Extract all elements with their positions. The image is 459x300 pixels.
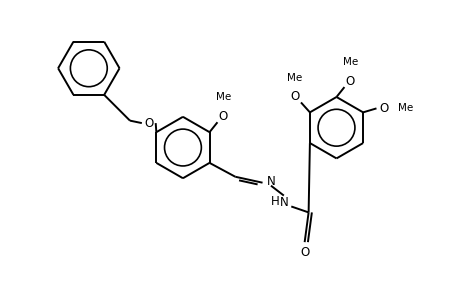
Text: Me: Me — [397, 103, 413, 113]
Text: O: O — [218, 110, 228, 123]
Text: O: O — [290, 90, 299, 103]
Text: O: O — [144, 117, 153, 130]
Text: O: O — [299, 245, 308, 259]
Text: N: N — [266, 175, 275, 188]
Text: H: H — [270, 195, 279, 208]
Text: Me: Me — [215, 92, 230, 103]
Text: O: O — [379, 102, 388, 115]
Text: Me: Me — [287, 73, 302, 83]
Text: O: O — [345, 75, 354, 88]
Text: N: N — [279, 196, 288, 209]
Text: Me: Me — [342, 57, 357, 67]
